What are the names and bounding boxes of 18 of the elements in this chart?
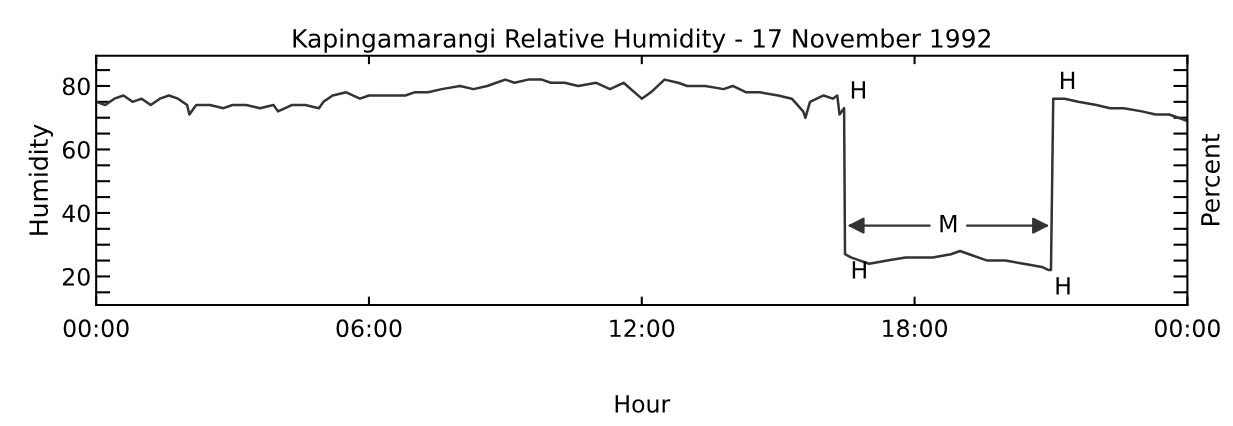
annotation: H bbox=[1061, 71, 1075, 89]
y-tick-label: 80 bbox=[62, 77, 90, 96]
annotation: H bbox=[852, 261, 866, 279]
y2-axis-title: Percent bbox=[1201, 133, 1220, 225]
chart-title: Kapingamarangi Relative Humidity - 17 November 1992 bbox=[293, 28, 990, 53]
y-tick-label: 60 bbox=[62, 140, 90, 159]
x-tick-label: 18:00 bbox=[883, 319, 948, 338]
x-tick-label: 12:00 bbox=[610, 319, 675, 338]
y-tick-label: 40 bbox=[62, 204, 90, 223]
y-tick-label: 20 bbox=[63, 267, 90, 286]
x-tick-label: 06:00 bbox=[336, 319, 402, 338]
annotation: H bbox=[1056, 277, 1070, 295]
y-axis-title: Humidity bbox=[28, 124, 53, 235]
annotation: M bbox=[940, 214, 957, 233]
annotation: H bbox=[851, 81, 865, 99]
x-axis-title: Hour bbox=[615, 395, 671, 413]
x-tick-label: 00:00 bbox=[1154, 319, 1220, 338]
x-tick-label: 00:00 bbox=[63, 319, 129, 338]
